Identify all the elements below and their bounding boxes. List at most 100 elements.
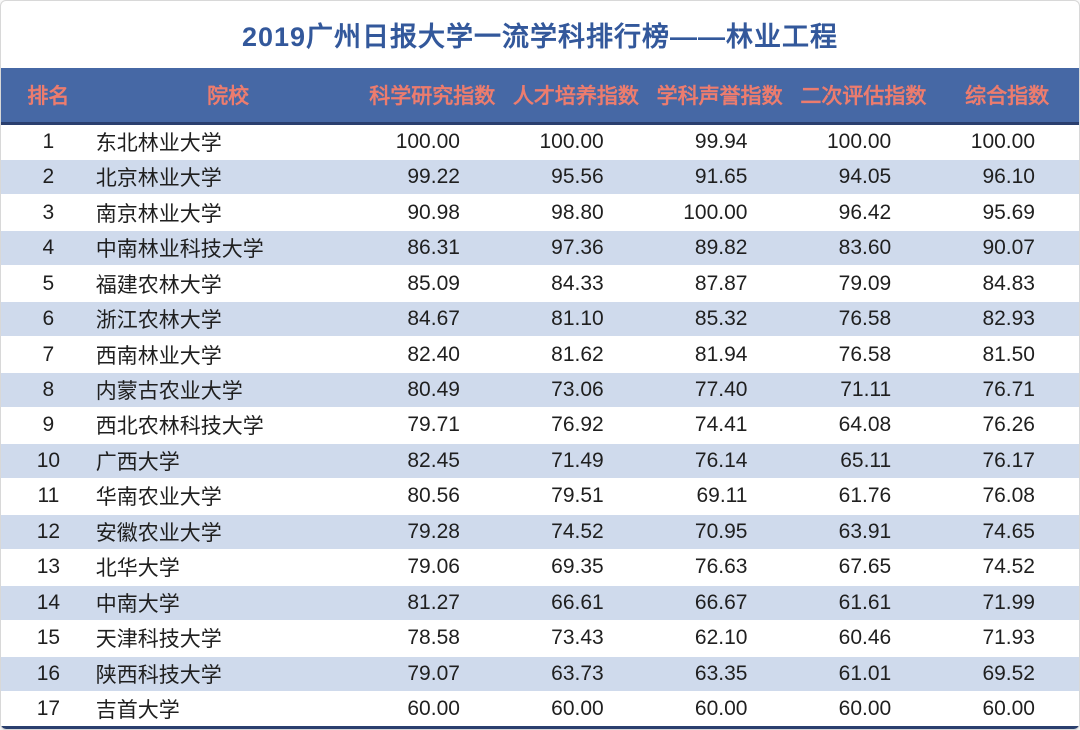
cell-rank: 13	[36, 555, 61, 579]
cell-research-index: 79.06	[407, 555, 460, 579]
cell-research-index: 60.00	[407, 697, 460, 721]
cell-school: 福建农林大学	[95, 273, 222, 297]
page-title: 2019广州日报大学一流学科排行榜——林业工程	[241, 22, 839, 52]
table-row: 10 广西大学 82.45 71.49 76.14 65.11 76.17	[1, 444, 1079, 480]
column-header-talent: 人才培养指数	[512, 85, 639, 108]
cell-school: 中南大学	[95, 592, 180, 616]
cell-secondary-index: 67.65	[838, 555, 892, 579]
table-row: 4 中南林业科技大学 86.31 97.36 89.82 83.60 90.07	[1, 231, 1079, 267]
cell-reputation-index: 89.82	[694, 236, 748, 260]
cell-reputation-index: 76.63	[694, 555, 748, 579]
cell-research-index: 85.09	[407, 271, 460, 295]
cell-research-index: 79.71	[407, 413, 460, 437]
cell-talent-index: 63.73	[551, 661, 604, 685]
cell-secondary-index: 100.00	[827, 129, 892, 153]
table-row: 9 西北农林科技大学 79.71 76.92 74.41 64.08 76.26	[1, 408, 1079, 445]
cell-reputation-index: 99.94	[694, 129, 748, 153]
cell-rank: 1	[42, 129, 55, 153]
cell-rank: 17	[36, 697, 61, 721]
table-row: 13 北华大学 79.06 69.35 76.63 67.65 74.52	[1, 550, 1079, 587]
cell-school: 东北林业大学	[95, 131, 222, 155]
cell-school: 吉首大学	[95, 699, 180, 723]
cell-overall-index: 71.99	[982, 590, 1035, 614]
column-header-rank: 排名	[27, 85, 70, 108]
cell-school: 安徽农业大学	[95, 521, 222, 545]
table-row: 7 西南林业大学 82.40 81.62 81.94 76.58 81.50	[1, 337, 1079, 374]
cell-talent-index: 60.00	[551, 697, 604, 721]
table-row: 14 中南大学 81.27 66.61 66.67 61.61 71.99	[1, 586, 1079, 622]
cell-research-index: 79.07	[407, 661, 460, 685]
cell-reputation-index: 81.94	[694, 342, 748, 366]
table-header-row: 排名 院校 科学研究指数 人才培养指数 学科声誉指数 二次评估指数 综合指数	[1, 68, 1079, 125]
cell-talent-index: 98.80	[551, 200, 604, 224]
table-row: 5 福建农林大学 85.09 84.33 87.87 79.09 84.83	[1, 266, 1079, 303]
cell-rank: 6	[42, 307, 55, 331]
cell-talent-index: 73.06	[551, 378, 604, 402]
cell-overall-index: 76.17	[982, 448, 1035, 472]
cell-overall-index: 76.26	[982, 413, 1035, 437]
cell-overall-index: 60.00	[982, 697, 1035, 721]
cell-school: 天津科技大学	[95, 628, 222, 652]
cell-talent-index: 73.43	[551, 626, 604, 650]
column-header-secondary: 二次评估指数	[800, 85, 927, 108]
cell-overall-index: 84.83	[982, 271, 1035, 295]
cell-reputation-index: 100.00	[683, 200, 748, 224]
cell-school: 南京林业大学	[95, 202, 222, 226]
cell-school: 西南林业大学	[95, 344, 222, 368]
cell-overall-index: 74.52	[982, 555, 1035, 579]
cell-school: 广西大学	[95, 450, 180, 474]
cell-secondary-index: 83.60	[838, 236, 892, 260]
cell-reputation-index: 70.95	[694, 519, 748, 543]
cell-rank: 5	[42, 271, 55, 295]
cell-secondary-index: 60.00	[838, 697, 892, 721]
cell-research-index: 82.40	[407, 342, 460, 366]
cell-rank: 11	[37, 484, 60, 508]
cell-secondary-index: 61.61	[838, 590, 892, 614]
cell-secondary-index: 76.58	[838, 342, 892, 366]
cell-reputation-index: 60.00	[694, 697, 748, 721]
column-header-school: 院校	[207, 85, 250, 108]
table-row: 1 东北林业大学 100.00 100.00 99.94 100.00 100.00	[1, 125, 1079, 161]
cell-reputation-index: 85.32	[694, 307, 748, 331]
cell-school: 中南林业科技大学	[95, 238, 264, 262]
cell-school: 西北农林科技大学	[95, 415, 264, 439]
cell-school: 北华大学	[95, 557, 180, 581]
cell-secondary-index: 96.42	[838, 200, 892, 224]
cell-talent-index: 71.49	[551, 448, 604, 472]
table-row: 2 北京林业大学 99.22 95.56 91.65 94.05 96.10	[1, 160, 1079, 196]
cell-overall-index: 81.50	[982, 342, 1035, 366]
cell-secondary-index: 63.91	[838, 519, 892, 543]
cell-school: 陕西科技大学	[95, 663, 222, 687]
cell-research-index: 86.31	[407, 236, 460, 260]
column-header-research: 科学研究指数	[369, 85, 496, 108]
cell-talent-index: 97.36	[551, 236, 604, 260]
cell-school: 华南农业大学	[95, 486, 222, 510]
cell-secondary-index: 71.11	[840, 378, 892, 402]
table-row: 11 华南农业大学 80.56 79.51 69.11 61.76 76.08	[1, 479, 1079, 516]
cell-secondary-index: 79.09	[838, 271, 892, 295]
column-header-reputation: 学科声誉指数	[656, 85, 783, 108]
cell-rank: 4	[42, 236, 55, 260]
cell-rank: 7	[42, 342, 55, 366]
cell-overall-index: 76.71	[982, 378, 1035, 402]
table-row: 16 陕西科技大学 79.07 63.73 63.35 61.01 69.52	[1, 657, 1079, 693]
table-row: 12 安徽农业大学 79.28 74.52 70.95 63.91 74.65	[1, 515, 1079, 551]
cell-reputation-index: 63.35	[694, 661, 748, 685]
cell-talent-index: 76.92	[551, 413, 604, 437]
table-row: 17 吉首大学 60.00 60.00 60.00 60.00 60.00	[1, 692, 1079, 726]
cell-overall-index: 69.52	[982, 661, 1035, 685]
cell-talent-index: 66.61	[551, 590, 604, 614]
cell-reputation-index: 91.65	[694, 165, 748, 189]
cell-overall-index: 95.69	[982, 200, 1035, 224]
table-row: 15 天津科技大学 78.58 73.43 62.10 60.46 71.93	[1, 621, 1079, 658]
cell-rank: 10	[36, 448, 61, 472]
cell-rank: 8	[42, 378, 55, 402]
cell-reputation-index: 74.41	[694, 413, 748, 437]
table-row: 3 南京林业大学 90.98 98.80 100.00 96.42 95.69	[1, 195, 1079, 232]
cell-talent-index: 74.52	[551, 519, 604, 543]
cell-research-index: 100.00	[395, 129, 460, 153]
cell-reputation-index: 66.67	[694, 590, 748, 614]
cell-secondary-index: 60.46	[838, 626, 892, 650]
cell-research-index: 99.22	[407, 165, 460, 189]
